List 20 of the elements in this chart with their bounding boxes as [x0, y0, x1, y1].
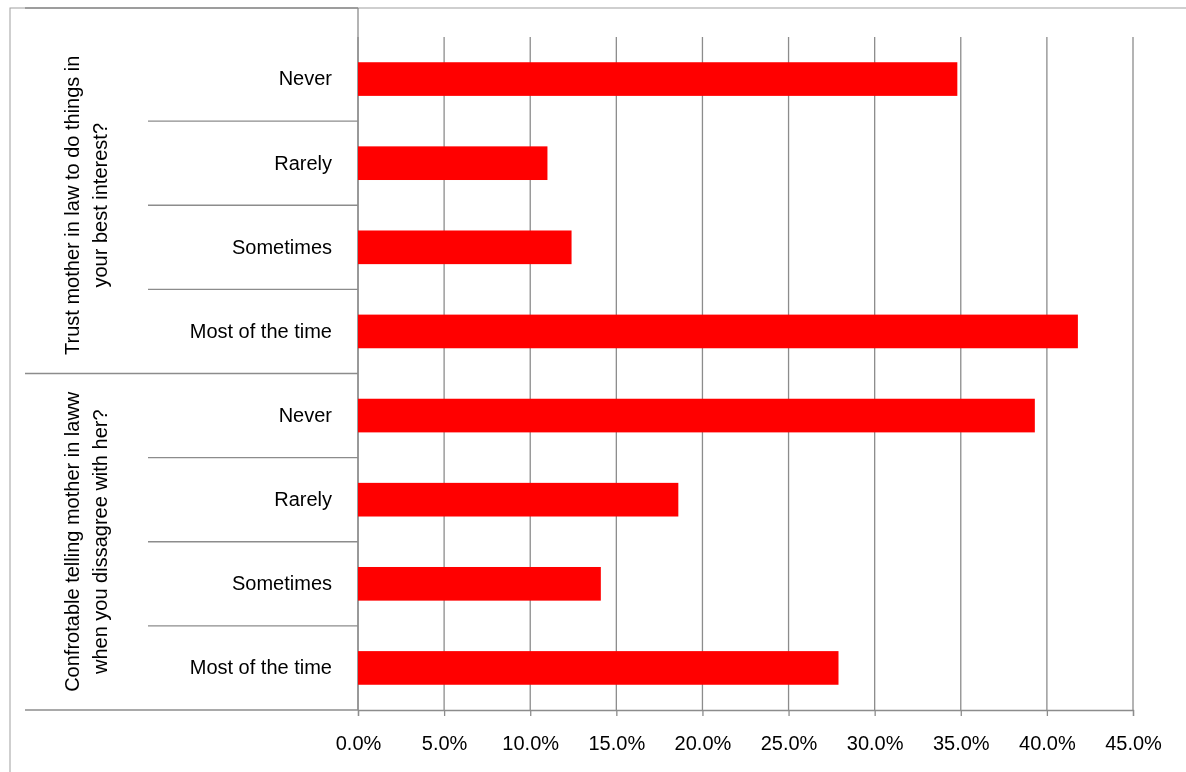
x-tick-label: 35.0% — [932, 732, 990, 755]
x-tick-label: 45.0% — [1105, 732, 1163, 755]
x-tick-label: 20.0% — [674, 732, 732, 755]
y-tick-label: Rarely — [274, 488, 332, 511]
x-tick-label: 15.0% — [588, 732, 646, 755]
text: Trust mother in law to do things in your best interest? — [61, 55, 111, 355]
y-tick-label: Most of the time — [189, 656, 332, 679]
x-tick-label: 10.0% — [502, 732, 560, 755]
x-tick-label: 5.0% — [421, 732, 468, 755]
y-tick-label: Sometimes — [231, 235, 332, 258]
y-tick-label: Rarely — [274, 151, 332, 174]
y-tick-label: Most of the time — [189, 319, 332, 342]
x-tick-label: 30.0% — [846, 732, 904, 755]
x-tick-label: 25.0% — [760, 732, 818, 755]
x-tick-label: 0.0% — [335, 732, 382, 755]
y-tick-label: Never — [278, 67, 333, 90]
x-tick-label: 40.0% — [1019, 732, 1076, 755]
text: Confrotable telling mother in laww when you dissagree with her? — [61, 391, 111, 692]
y-tick-label: Never — [278, 403, 333, 426]
y-tick-label: Sometimes — [231, 572, 332, 595]
